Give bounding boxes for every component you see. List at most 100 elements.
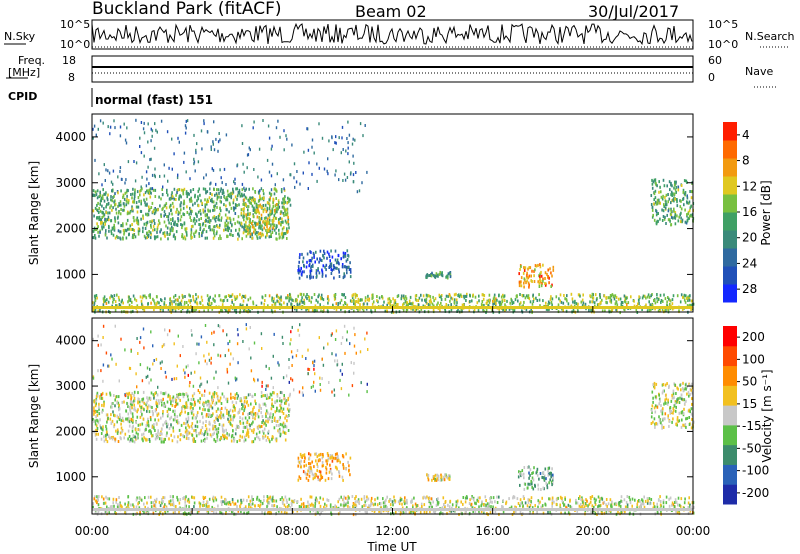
echo-point <box>107 434 110 438</box>
echo-point <box>117 395 120 399</box>
echo-point <box>100 432 103 435</box>
echo-point <box>254 201 256 205</box>
echo-point <box>527 296 529 299</box>
echo-point <box>243 228 245 232</box>
echo-point <box>316 465 319 469</box>
echo-point <box>655 183 657 187</box>
echo-point <box>95 228 98 231</box>
echo-point <box>411 302 413 306</box>
echo-point <box>99 202 101 206</box>
echo-point <box>611 293 614 297</box>
echo-point <box>110 180 113 184</box>
echo-point <box>162 410 164 413</box>
echo-point <box>176 415 179 419</box>
echo-point <box>537 483 539 487</box>
echo-point <box>668 384 670 388</box>
echo-point <box>126 401 128 405</box>
echo-point <box>178 295 181 299</box>
echo-point <box>199 226 202 230</box>
echo-point <box>524 266 527 270</box>
echo-point <box>221 181 223 185</box>
echo-point <box>265 228 267 232</box>
echo-point <box>141 422 144 426</box>
echo-point <box>311 309 314 313</box>
echo-point <box>140 202 142 206</box>
echo-point <box>96 410 99 414</box>
echo-point <box>170 300 172 304</box>
echo-point <box>354 138 356 142</box>
echo-point <box>242 231 245 235</box>
echo-point <box>690 213 692 217</box>
echo-point <box>327 499 330 502</box>
echo-point <box>517 475 520 479</box>
echo-point <box>98 195 100 199</box>
echo-point <box>680 293 683 297</box>
echo-point <box>682 423 684 427</box>
echo-point <box>271 209 274 213</box>
echo-point <box>299 300 301 304</box>
echo-point <box>666 402 669 406</box>
echo-point <box>211 307 213 311</box>
echo-point <box>680 211 682 215</box>
echo-point <box>202 408 204 412</box>
echo-point <box>149 416 152 419</box>
echo-point <box>100 218 103 222</box>
echo-point <box>171 229 174 233</box>
echo-point <box>126 212 129 216</box>
echo-point <box>667 209 670 213</box>
echo-point <box>624 297 626 301</box>
echo-point <box>229 414 232 418</box>
colorbar-tick-label: 12 <box>742 179 757 193</box>
echo-point <box>110 198 112 202</box>
echo-point <box>236 295 238 299</box>
echo-point <box>537 263 539 267</box>
echo-point <box>269 204 271 208</box>
echo-point <box>527 482 529 486</box>
echo-point <box>150 225 152 229</box>
echo-point <box>648 300 650 304</box>
echo-point <box>262 402 265 406</box>
echo-point <box>441 271 443 275</box>
echo-point <box>128 303 131 307</box>
echo-point <box>121 416 124 420</box>
echo-point <box>240 213 243 217</box>
echo-point <box>336 258 339 262</box>
echo-point <box>318 458 321 462</box>
echo-point <box>349 270 352 274</box>
echo-point <box>118 504 121 508</box>
echo-point <box>659 421 662 425</box>
echo-point <box>125 409 128 413</box>
echo-point <box>321 274 324 278</box>
colorbar-segment <box>723 176 737 195</box>
echo-point <box>169 309 171 313</box>
echo-point <box>665 501 668 505</box>
colorbar-tick-label: 16 <box>742 205 757 219</box>
echo-point <box>141 437 143 441</box>
echo-point <box>543 474 546 478</box>
echo-point <box>676 386 678 390</box>
echo-point <box>176 207 178 211</box>
echo-point <box>169 298 171 301</box>
echo-point <box>432 500 434 504</box>
echo-point <box>190 228 193 232</box>
echo-point <box>624 299 626 303</box>
echo-point <box>194 193 196 197</box>
echo-point <box>128 227 131 231</box>
echo-point <box>240 222 243 226</box>
echo-point <box>233 295 236 299</box>
echo-point <box>287 215 289 219</box>
echo-point <box>546 483 548 487</box>
echo-point <box>96 203 98 207</box>
echo-point <box>278 201 280 204</box>
echo-point <box>334 452 337 456</box>
echo-point <box>417 303 420 307</box>
echo-point <box>170 400 172 404</box>
echo-point <box>246 153 249 157</box>
echo-point <box>280 510 283 514</box>
echo-point <box>178 197 180 201</box>
echo-point <box>96 189 99 193</box>
echo-point <box>659 309 661 313</box>
echo-point <box>498 300 500 304</box>
echo-point <box>185 192 188 196</box>
echo-point <box>261 429 264 433</box>
